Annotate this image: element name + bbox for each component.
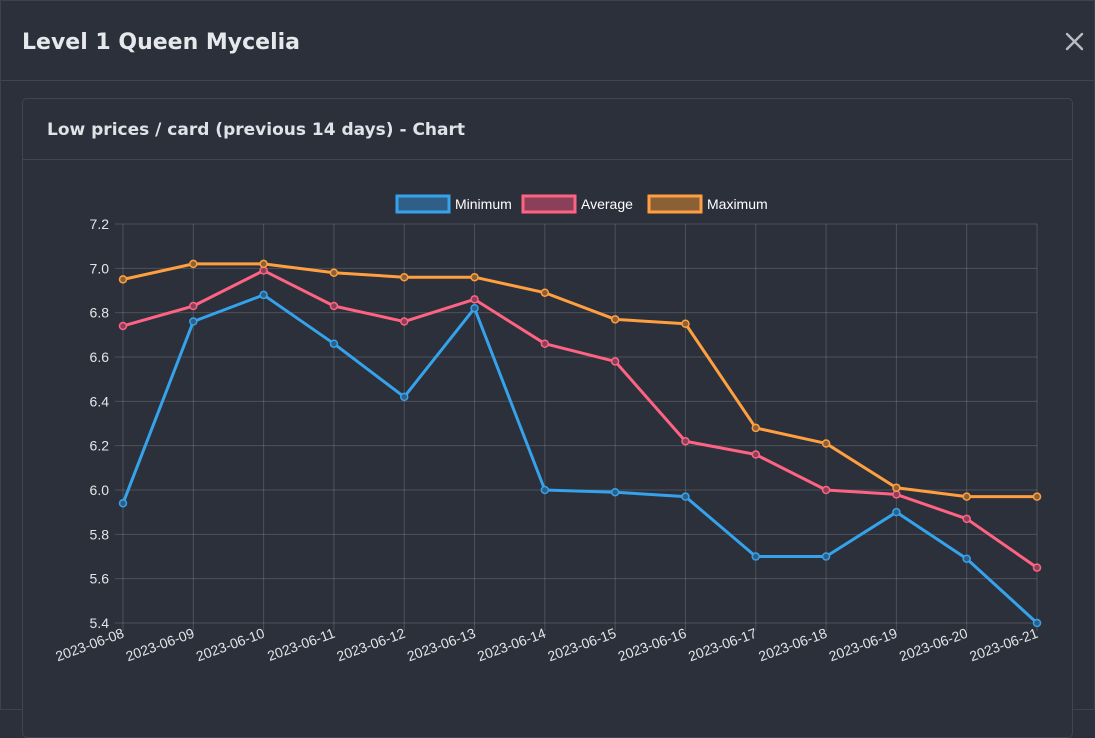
x-tick-label: 2023-06-10 [194,625,267,665]
x-tick-label: 2023-06-16 [616,625,689,665]
data-point-average[interactable] [540,339,550,348]
x-tick-label: 2023-06-14 [475,625,548,665]
data-point-maximum[interactable] [399,272,409,282]
data-point-minimum[interactable] [821,552,831,561]
data-point-average[interactable] [751,450,761,459]
y-tick-label: 6.2 [90,438,110,454]
x-tick-label: 2023-06-18 [756,625,829,665]
data-point-minimum[interactable] [470,303,479,313]
data-point-average[interactable] [189,301,198,311]
card-header: Low prices / card (previous 14 days) - C… [23,99,1072,160]
data-point-average[interactable] [118,321,128,331]
data-point-minimum[interactable] [118,499,128,508]
data-point-maximum[interactable] [189,259,198,269]
modal-header: Level 1 Queen Mycelia [1,1,1094,81]
legend-item-maximum[interactable]: Maximum [647,194,768,214]
data-point-average[interactable] [681,436,690,446]
data-point-minimum[interactable] [892,507,901,517]
x-tick-label: 2023-06-17 [686,625,759,665]
data-point-average[interactable] [962,514,971,524]
data-point-minimum[interactable] [1032,618,1042,628]
y-tick-label: 6.4 [90,393,110,409]
x-tick-label: 2023-06-09 [124,625,197,665]
y-tick-label: 5.6 [90,571,110,587]
series-line-minimum [121,293,1039,625]
legend-item-average[interactable]: Average [521,194,633,214]
x-tick-label: 2023-06-21 [967,625,1040,665]
y-tick-label: 7.2 [90,216,110,232]
y-tick-label: 6.0 [90,482,110,498]
y-tick-label: 7.0 [90,260,110,276]
data-point-average[interactable] [470,295,479,304]
data-point-maximum[interactable] [259,259,268,269]
series-line-maximum [121,262,1039,499]
y-tick-label: 5.8 [90,526,110,542]
data-point-average[interactable] [329,301,339,311]
data-point-maximum[interactable] [540,288,550,297]
legend-label-average: Average [581,196,633,212]
data-point-maximum[interactable] [470,272,479,282]
close-icon [1065,32,1084,51]
legend-swatch-maximum [647,194,703,214]
data-point-maximum[interactable] [681,319,690,328]
legend-item-minimum[interactable]: Minimum [395,194,512,214]
series-line-average [121,269,1039,570]
y-tick-label: 6.6 [90,349,110,365]
data-point-maximum[interactable] [962,492,971,501]
data-point-average[interactable] [610,357,620,366]
x-tick-label: 2023-06-20 [897,625,970,665]
modal-title: Level 1 Queen Mycelia [22,30,301,55]
legend-swatch-minimum [395,194,451,214]
data-point-minimum[interactable] [259,290,268,300]
data-point-maximum[interactable] [118,275,128,284]
data-point-maximum[interactable] [1032,492,1042,501]
data-point-maximum[interactable] [329,268,339,278]
data-point-minimum[interactable] [751,552,761,561]
data-point-maximum[interactable] [610,315,620,324]
legend-swatch-average [521,194,577,214]
x-tick-label: 2023-06-13 [405,625,478,665]
data-point-minimum[interactable] [329,339,339,348]
card-title: Low prices / card (previous 14 days) - C… [47,120,466,140]
data-point-minimum[interactable] [681,492,690,501]
data-point-average[interactable] [821,485,831,495]
data-point-minimum[interactable] [540,485,550,495]
data-point-minimum[interactable] [189,317,198,326]
x-tick-label: 2023-06-15 [545,625,618,665]
data-point-average[interactable] [1032,563,1042,572]
x-tick-label: 2023-06-19 [827,625,900,665]
data-point-maximum[interactable] [821,439,831,448]
close-button[interactable] [1059,23,1091,59]
x-tick-label: 2023-06-11 [265,625,337,664]
x-tick-label: 2023-06-12 [334,625,407,665]
line-chart: 5.45.65.86.06.26.46.66.87.07.22023-06-08… [53,194,1042,665]
legend-label-maximum: Maximum [707,196,768,212]
data-point-average[interactable] [399,317,409,326]
y-tick-label: 6.8 [90,305,110,321]
data-point-minimum[interactable] [399,392,409,402]
data-point-maximum[interactable] [892,483,901,493]
data-point-minimum[interactable] [610,487,620,497]
y-tick-label: 5.4 [90,615,110,631]
legend-label-minimum: Minimum [455,196,512,212]
data-point-maximum[interactable] [751,423,761,433]
data-point-minimum[interactable] [962,554,971,563]
